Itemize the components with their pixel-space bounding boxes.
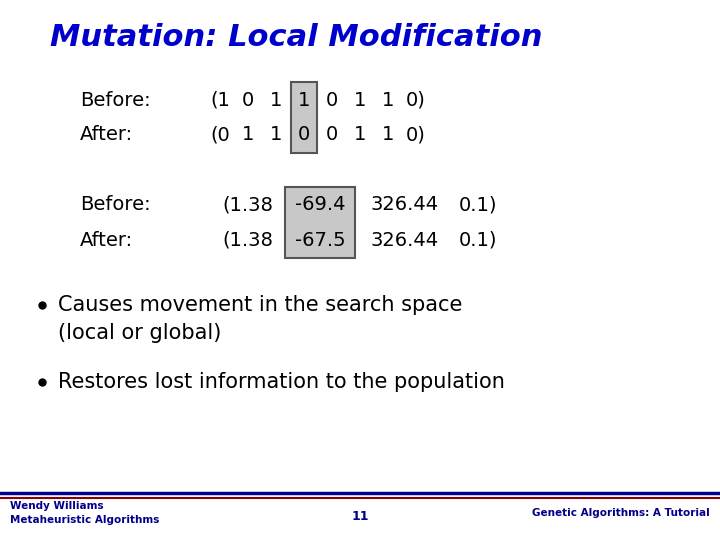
Text: -67.5: -67.5 <box>294 231 346 249</box>
Text: 1: 1 <box>270 125 282 145</box>
Text: 326.44: 326.44 <box>371 195 439 214</box>
Text: 1: 1 <box>242 125 254 145</box>
Text: 0.1): 0.1) <box>459 231 498 249</box>
Text: (1: (1 <box>210 91 230 110</box>
Text: 1: 1 <box>354 125 366 145</box>
Text: 1: 1 <box>382 91 394 110</box>
Text: 326.44: 326.44 <box>371 231 439 249</box>
Text: 0): 0) <box>406 91 426 110</box>
Text: 0): 0) <box>406 125 426 145</box>
Text: Causes movement in the search space: Causes movement in the search space <box>58 295 462 315</box>
Text: Restores lost information to the population: Restores lost information to the populat… <box>58 372 505 392</box>
Text: After:: After: <box>80 125 133 145</box>
Text: Genetic Algorithms: A Tutorial: Genetic Algorithms: A Tutorial <box>532 508 710 518</box>
Text: (local or global): (local or global) <box>58 323 221 343</box>
Text: 1: 1 <box>298 91 310 110</box>
FancyBboxPatch shape <box>291 82 317 153</box>
Text: 11: 11 <box>351 510 369 523</box>
Text: 0.1): 0.1) <box>459 195 498 214</box>
Text: Before:: Before: <box>80 91 150 110</box>
Text: -69.4: -69.4 <box>294 195 346 214</box>
Text: 0: 0 <box>242 91 254 110</box>
Text: (1.38: (1.38 <box>222 195 274 214</box>
Text: 1: 1 <box>354 91 366 110</box>
Text: 1: 1 <box>270 91 282 110</box>
Text: Wendy Williams
Metaheuristic Algorithms: Wendy Williams Metaheuristic Algorithms <box>10 502 159 524</box>
FancyBboxPatch shape <box>285 187 355 258</box>
Text: After:: After: <box>80 231 133 249</box>
Text: 0: 0 <box>326 91 338 110</box>
Text: (1.38: (1.38 <box>222 231 274 249</box>
Text: 1: 1 <box>382 125 394 145</box>
Text: Mutation: Local Modification: Mutation: Local Modification <box>50 24 542 52</box>
Text: 0: 0 <box>326 125 338 145</box>
Text: 0: 0 <box>298 125 310 145</box>
Text: Before:: Before: <box>80 195 150 214</box>
Text: (0: (0 <box>210 125 230 145</box>
